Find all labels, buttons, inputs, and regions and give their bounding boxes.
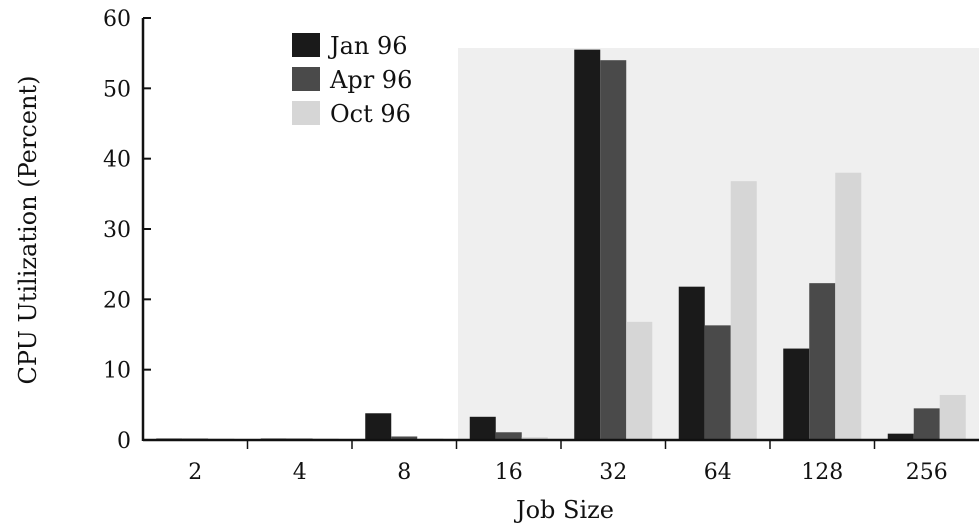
y-tick-label: 10 — [103, 359, 131, 384]
bar — [678, 286, 705, 440]
y-tick-label: 20 — [103, 288, 131, 313]
y-tick-label: 60 — [103, 7, 131, 32]
legend-swatch — [292, 67, 320, 91]
y-axis-ticks: 0 10 20 30 40 50 60 — [103, 7, 151, 454]
bar — [913, 408, 940, 440]
bar — [704, 325, 731, 440]
x-tick-label: 4 — [293, 460, 307, 485]
y-tick-label: 0 — [117, 429, 131, 454]
bar — [495, 432, 522, 440]
x-tick-label: 8 — [397, 460, 411, 485]
x-axis-title: Job Size — [513, 496, 614, 524]
bar — [783, 348, 810, 440]
bars-group — [156, 49, 966, 441]
bar — [574, 49, 601, 441]
legend-label: Oct 96 — [330, 100, 411, 128]
x-tick-label: 256 — [906, 460, 948, 485]
x-tick-label: 32 — [599, 460, 627, 485]
bar — [835, 172, 862, 440]
legend: Jan 96 Apr 96 Oct 96 — [292, 32, 412, 128]
x-tick-label: 128 — [801, 460, 843, 485]
legend-label: Apr 96 — [329, 66, 412, 94]
bar — [521, 437, 548, 440]
x-axis-ticks: 2 4 8 16 32 64 128 256 — [188, 440, 948, 485]
bar — [469, 416, 496, 440]
legend-swatch — [292, 101, 320, 125]
y-tick-label: 30 — [103, 218, 131, 243]
bar — [365, 413, 392, 440]
legend-swatch — [292, 33, 320, 57]
bar — [600, 60, 627, 440]
bar — [626, 321, 653, 440]
legend-label: Jan 96 — [327, 32, 408, 60]
bar — [391, 436, 418, 440]
y-tick-label: 40 — [103, 148, 131, 173]
bar — [939, 394, 966, 440]
y-axis-title: CPU Utilization (Percent) — [14, 76, 42, 385]
bar — [730, 181, 757, 440]
bar — [887, 433, 914, 440]
x-tick-label: 16 — [495, 460, 523, 485]
y-tick-label: 50 — [103, 77, 131, 102]
bar — [809, 283, 836, 440]
x-tick-label: 2 — [188, 460, 202, 485]
x-tick-label: 64 — [704, 460, 732, 485]
